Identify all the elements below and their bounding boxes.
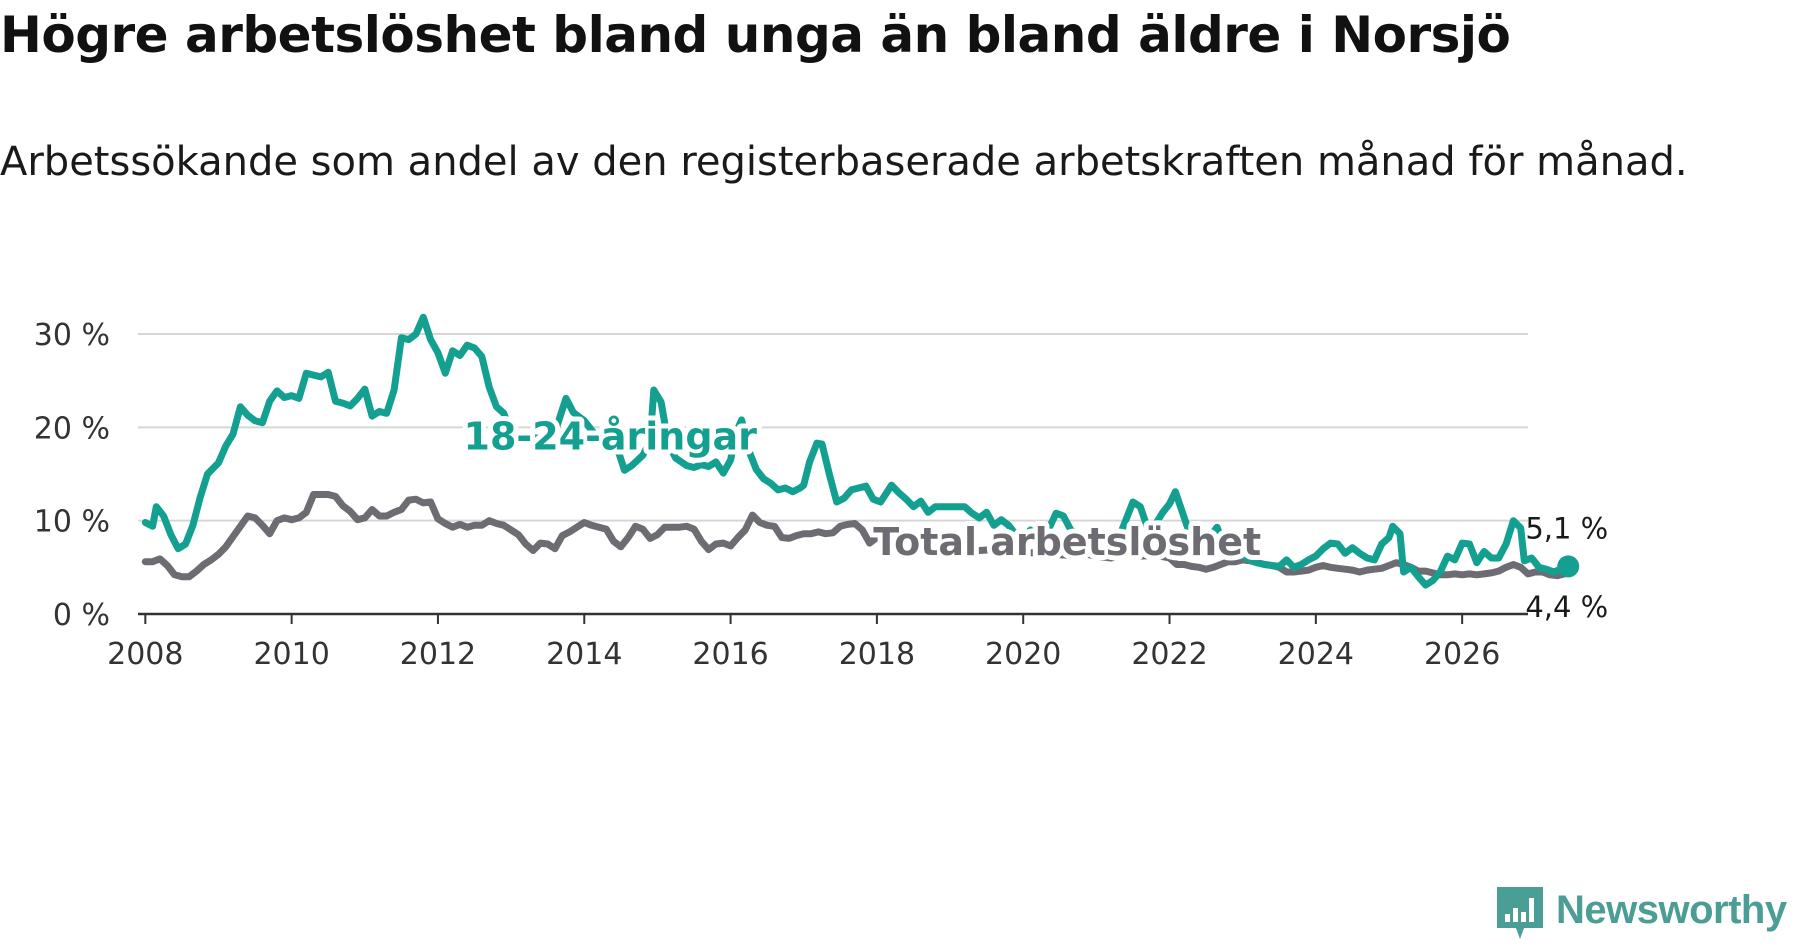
y-tick-label: 20 % — [34, 411, 110, 446]
brand-name: Newsworthy — [1556, 888, 1787, 932]
total-end-label: 4,4 % — [1525, 590, 1608, 624]
x-tick-label: 2026 — [1424, 637, 1500, 672]
x-tick-label: 2022 — [1131, 637, 1207, 672]
chart-subtitle: Arbetssökande som andel av den registerb… — [0, 139, 1688, 185]
gridlines — [138, 333, 1528, 522]
total-series-label: Total arbetslöshet — [873, 520, 1261, 564]
youth-line — [141, 313, 1572, 589]
series-labels: 5,1 % 4,4 % 18-24-åringar Total arbetslöshe… — [459, 410, 1609, 624]
x-tick-label: 2020 — [985, 637, 1061, 672]
y-tick-label: 30 % — [34, 318, 110, 353]
x-axis: 2008 2010 2012 2014 2016 2018 2020 2022 2024 2026 — [107, 612, 1528, 672]
total-line — [141, 491, 1572, 581]
x-tick-label: 2012 — [400, 637, 476, 672]
y-tick-label: 10 % — [34, 505, 110, 540]
youth-end-label: 5,1 % — [1525, 511, 1608, 545]
newsworthy-logo-icon — [1497, 887, 1543, 939]
series-lines — [141, 313, 1572, 589]
x-tick-label: 2024 — [1278, 637, 1354, 672]
chart-title: Högre arbetslöshet bland unga än bland ä… — [0, 6, 1511, 64]
newsworthy-brand[interactable]: Newsworthy — [1494, 884, 1794, 940]
x-tick-label: 2014 — [546, 637, 622, 672]
y-axis-ticks: 0 % 10 % 20 % 30 % — [34, 318, 110, 633]
y-tick-label: 0 % — [53, 598, 110, 633]
youth-end-marker — [1557, 555, 1580, 578]
line-chart: 0 % 10 % 20 % 30 % 2008 2010 2012 2014 2016 2018… — [34, 313, 1609, 672]
x-tick-label: 2010 — [253, 637, 329, 672]
x-tick-label: 2008 — [107, 637, 183, 672]
x-tick-label: 2018 — [839, 637, 915, 672]
youth-series-label: 18-24-åringar — [464, 415, 758, 459]
x-tick-label: 2016 — [692, 637, 768, 672]
